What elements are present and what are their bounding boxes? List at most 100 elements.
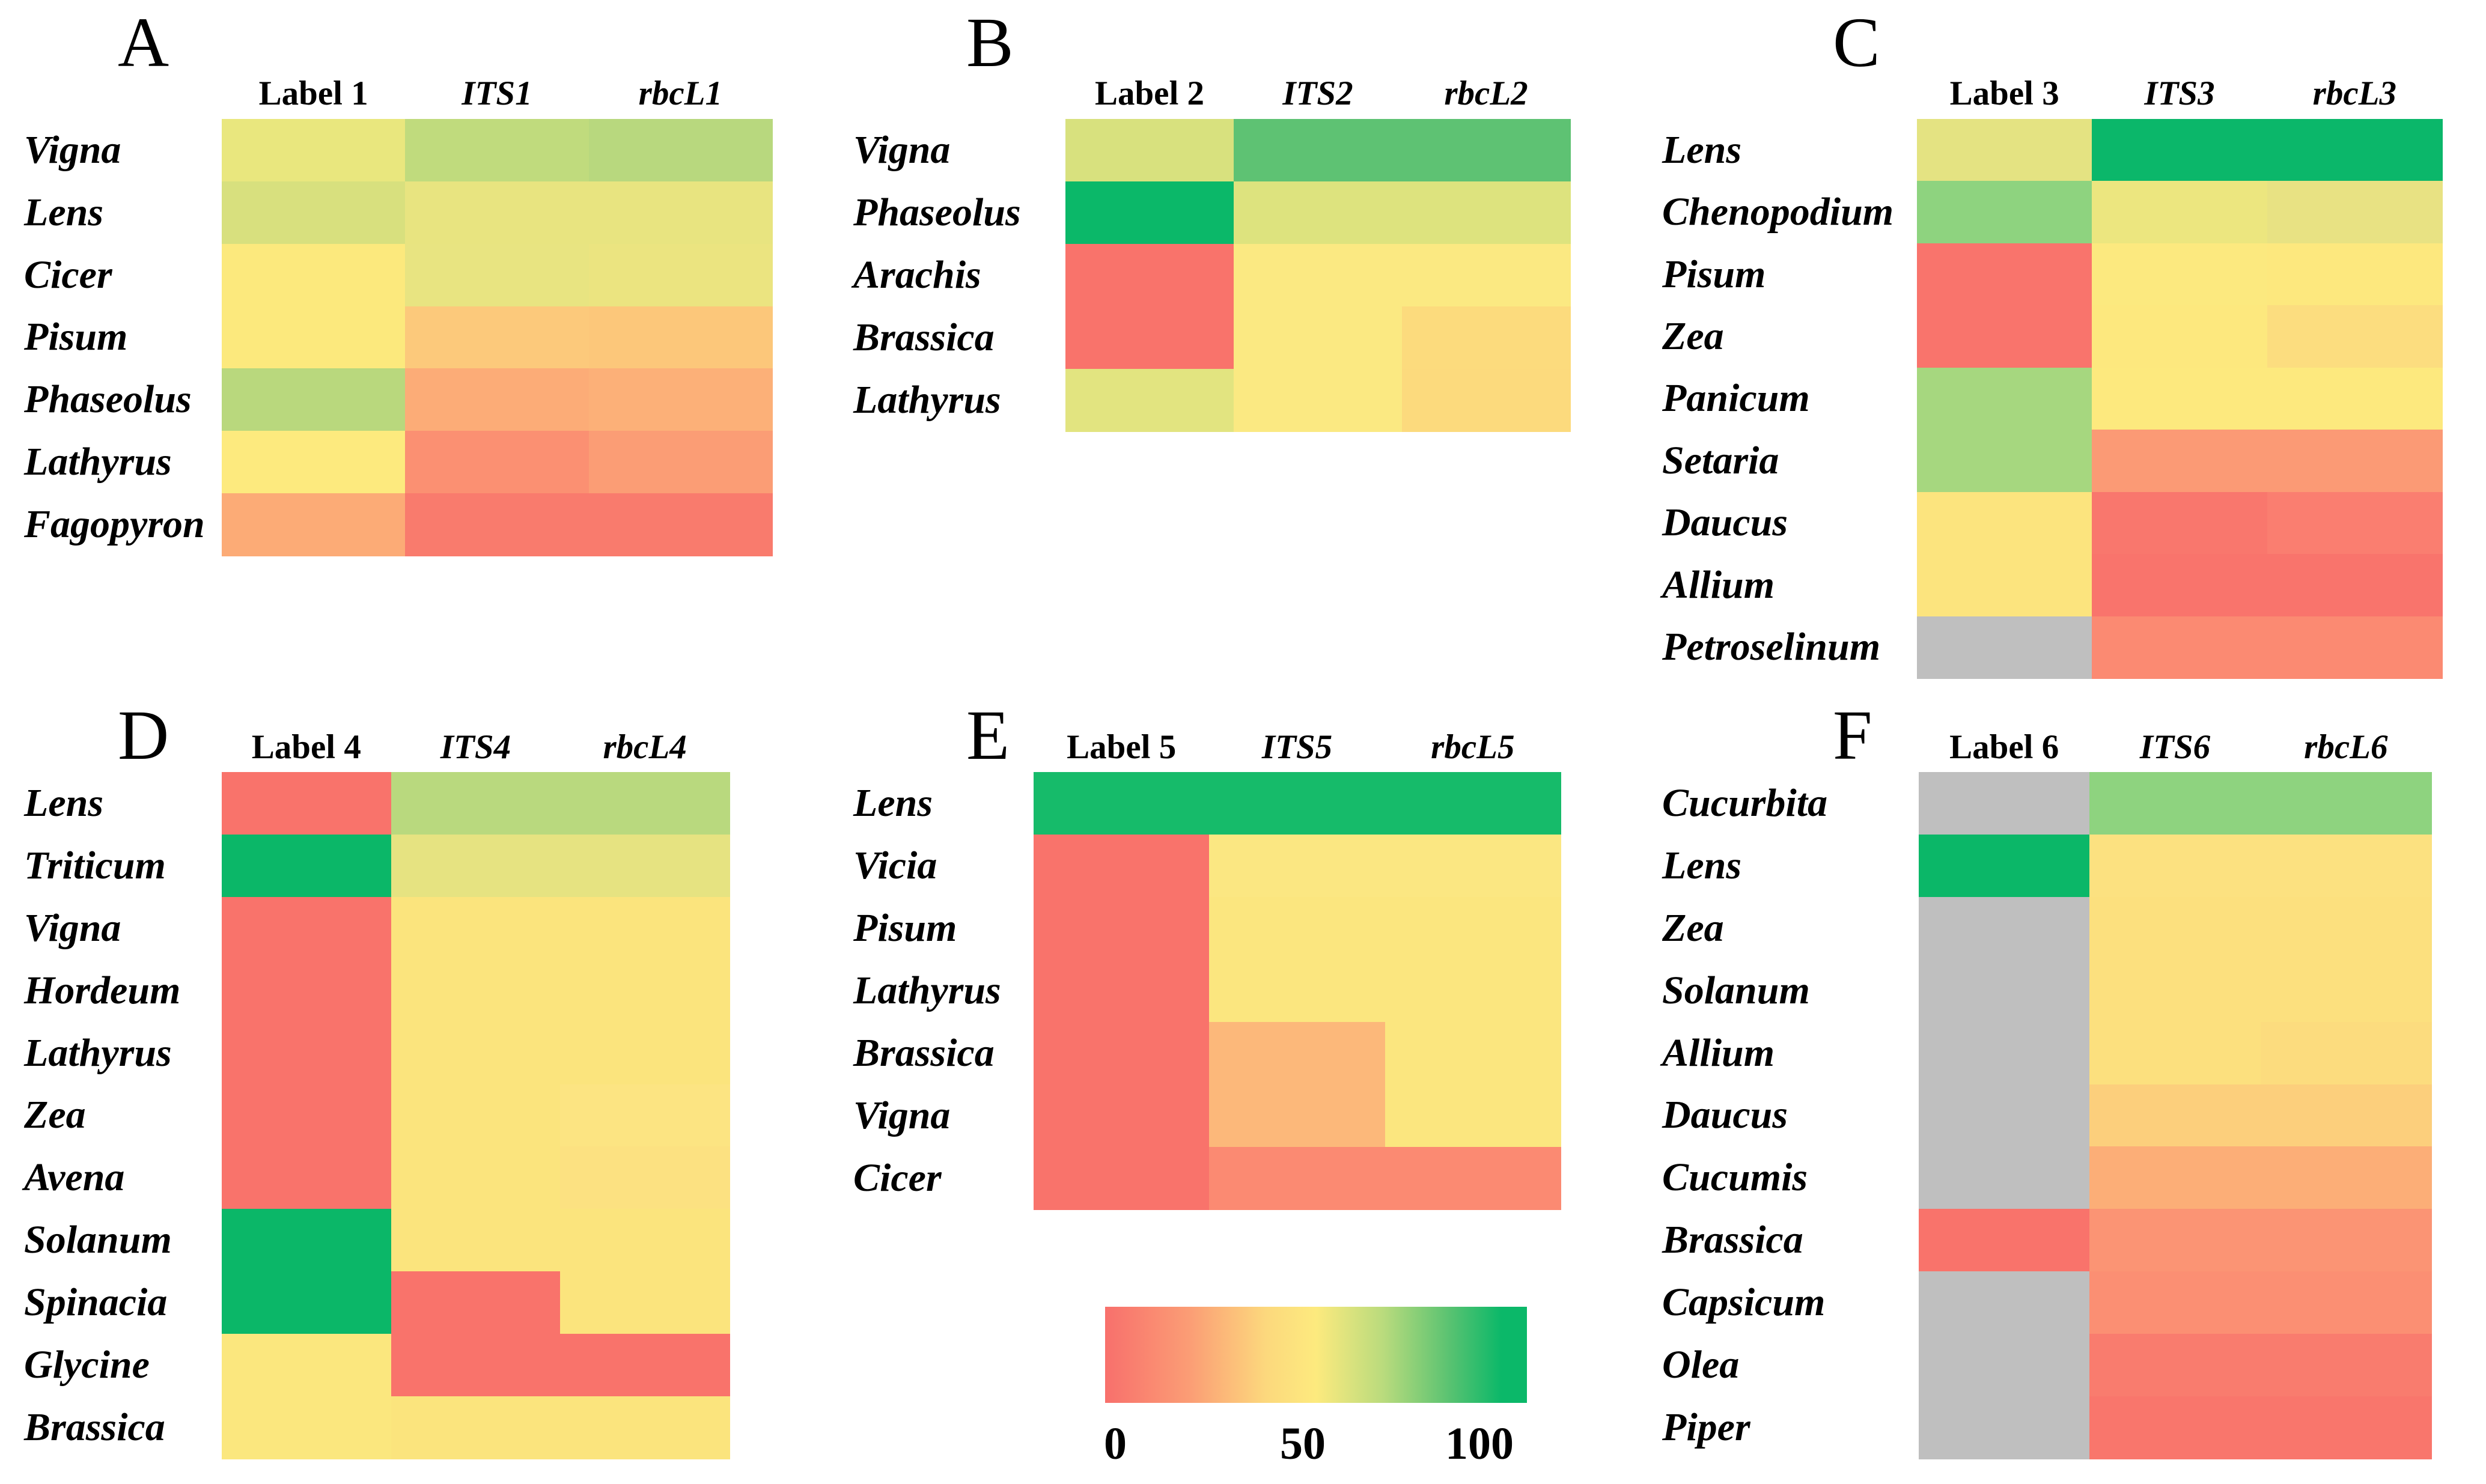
heatmap-cell	[1917, 554, 2093, 617]
panel-D-letter: D	[118, 696, 169, 774]
panel-F-row-label: Daucus	[1662, 1093, 1788, 1137]
panel-B-row-label: Lathyrus	[853, 378, 1001, 422]
heatmap-cell	[1402, 244, 1571, 307]
heatmap-cell	[1917, 616, 2093, 679]
heatmap-cell	[2089, 1146, 2261, 1210]
panel-A-row-label: Phaseolus	[24, 377, 192, 422]
heatmap-cell	[588, 243, 773, 307]
panel-A-col-header-2: ITS1	[462, 75, 532, 112]
panel-F-row-label: Olea	[1662, 1343, 1740, 1387]
heatmap-cell	[1209, 1022, 1386, 1085]
panel-F-letter: F	[1833, 696, 1872, 774]
heatmap-cell	[405, 243, 590, 307]
panel-C-row-label: Petroselinum	[1662, 625, 1881, 669]
panel-F-row-label: Lens	[1662, 843, 1741, 887]
heatmap-cell	[222, 1396, 392, 1459]
panel-E-row-label: Pisum	[853, 906, 957, 950]
panel-A-col-header-1: Label 1	[258, 75, 368, 112]
heatmap-cell	[1917, 305, 2093, 368]
heatmap-cell	[1402, 119, 1571, 182]
heatmap-cell	[405, 119, 590, 182]
panel-E-col-header-3: rbcL5	[1431, 728, 1515, 766]
heatmap-cell	[391, 959, 561, 1023]
heatmap-cell	[560, 834, 730, 898]
heatmap-cell	[2092, 119, 2268, 182]
heatmap-cell	[391, 1209, 561, 1273]
panel-A-row-label: Pisum	[24, 315, 128, 359]
heatmap-cell	[405, 181, 590, 245]
heatmap-cell	[588, 119, 773, 182]
heatmap-cell	[2260, 1146, 2432, 1210]
panel-E-row-label: Brassica	[853, 1031, 995, 1075]
colorbar-tick-min: 0	[1104, 1419, 1127, 1469]
heatmap-cell	[2260, 834, 2432, 898]
heatmap-cell	[2089, 1209, 2261, 1273]
heatmap-cell	[222, 1021, 392, 1085]
heatmap-cell	[2260, 1021, 2432, 1085]
heatmap-cell	[1919, 772, 2091, 835]
heatmap-cell	[1034, 959, 1210, 1023]
heatmap-cell	[1034, 1022, 1210, 1085]
heatmap-cell	[2089, 834, 2261, 898]
colorbar-gradient	[1105, 1307, 1527, 1403]
heatmap-cell	[1402, 369, 1571, 432]
heatmap-cell	[2260, 959, 2432, 1023]
colorbar-tick-max: 100	[1445, 1419, 1514, 1469]
heatmap-cell	[1209, 835, 1386, 898]
panel-F-row-label: Solanum	[1662, 968, 1810, 1012]
heatmap-cell	[1034, 1084, 1210, 1148]
heatmap-cell	[2092, 305, 2268, 368]
panel-E-letter: E	[966, 696, 1010, 774]
panel-D-row-label: Brassica	[24, 1405, 165, 1450]
heatmap-cell	[2092, 430, 2268, 493]
heatmap-cell	[2267, 491, 2443, 555]
panel-C-row-label: Lens	[1662, 127, 1741, 172]
heatmap-cell	[2089, 959, 2261, 1023]
panel-E-col-header-1: Label 5	[1067, 728, 1177, 766]
heatmap-cell	[2092, 243, 2268, 306]
panel-A-row-label: Vigna	[24, 127, 121, 172]
heatmap-cell	[588, 181, 773, 245]
heatmap-cell	[1209, 897, 1386, 960]
panel-C-row-label: Allium	[1662, 562, 1775, 607]
heatmap-cell	[2260, 1209, 2432, 1273]
panel-C-row-label: Zea	[1662, 314, 1724, 359]
heatmap-cell	[1385, 1084, 1561, 1148]
heatmap-cell	[2267, 181, 2443, 244]
panel-D-col-header-2: ITS4	[440, 728, 511, 766]
panel-E-row-label: Cicer	[853, 1156, 942, 1200]
panel-B-row-label: Vigna	[853, 128, 951, 172]
heatmap-cell	[1065, 244, 1234, 307]
heatmap-cell	[1234, 244, 1403, 307]
heatmap-cell	[2092, 554, 2268, 617]
heatmap-cell	[2089, 772, 2261, 835]
heatmap-cell	[2092, 616, 2268, 679]
heatmap-cell	[405, 493, 590, 556]
heatmap-cell	[1919, 1209, 2091, 1273]
heatmap-cell	[222, 1271, 392, 1335]
heatmap-cell	[2260, 1396, 2432, 1459]
panel-F-col-header-2: ITS6	[2139, 728, 2211, 766]
heatmap-cell	[1919, 1271, 2091, 1335]
heatmap-cell	[1917, 181, 2093, 244]
heatmap-cell	[1402, 181, 1571, 245]
panel-B-col-header-3: rbcL2	[1444, 75, 1528, 112]
heatmap-cell	[222, 896, 392, 960]
panel-C-col-header-3: rbcL3	[2312, 75, 2396, 112]
panel-F-row-label: Piper	[1662, 1405, 1750, 1450]
heatmap-cell	[2267, 119, 2443, 182]
heatmap-cell	[1234, 181, 1403, 245]
heatmap-cell	[1919, 834, 2091, 898]
heatmap-cell	[2267, 430, 2443, 493]
panel-C-row-label: Setaria	[1662, 438, 1779, 482]
panel-D-row-label: Hordeum	[24, 968, 181, 1012]
heatmap-cell	[1065, 306, 1234, 369]
panel-B-row-label: Phaseolus	[853, 190, 1021, 234]
heatmap-cell	[1917, 119, 2093, 182]
heatmap-cell	[222, 834, 392, 898]
panel-F-col-header-3: rbcL6	[2304, 728, 2388, 766]
heatmap-cell	[391, 772, 561, 835]
heatmap-cell	[560, 1084, 730, 1148]
heatmap-cell	[1234, 306, 1403, 369]
